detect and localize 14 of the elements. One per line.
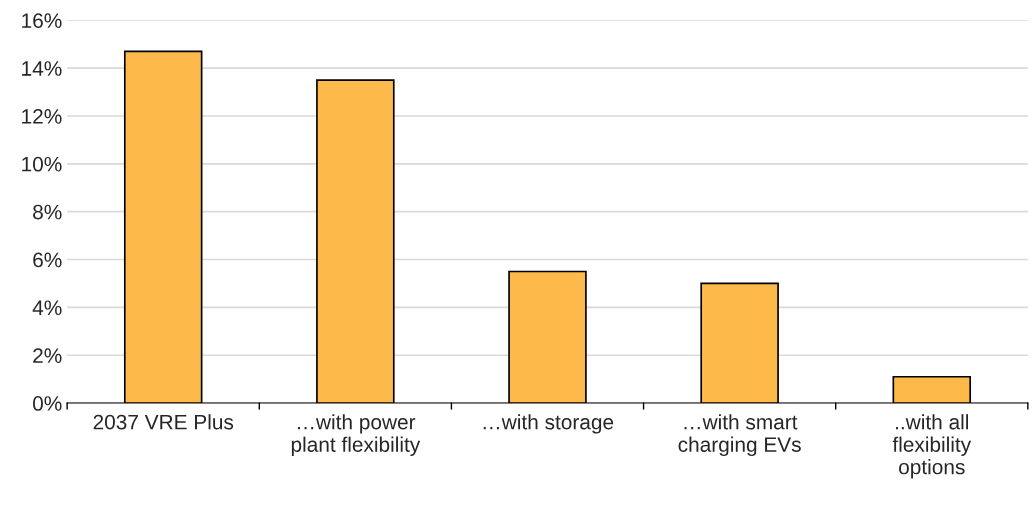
x-tick-label: …with smart charging EVs bbox=[678, 414, 801, 457]
y-tick-label: 16% bbox=[22, 13, 62, 29]
x-tick-label: …with power plant flexibility bbox=[291, 414, 421, 457]
y-tick-label: 8% bbox=[33, 204, 62, 220]
x-tick-label: 2037 VRE Plus bbox=[93, 414, 234, 430]
y-tick-label: 10% bbox=[22, 156, 62, 172]
x-tick-label: ..with all flexibility options bbox=[892, 414, 972, 479]
x-tick-label: …with storage bbox=[483, 414, 614, 434]
y-tick-label: 12% bbox=[22, 108, 62, 124]
y-tick-label: 4% bbox=[32, 300, 62, 316]
y-tick-label: 6% bbox=[33, 252, 62, 268]
y-tick-label: 2% bbox=[33, 348, 62, 363]
y-tick-label: 14% bbox=[22, 61, 62, 76]
y-tick-label: 0% bbox=[32, 396, 62, 411]
